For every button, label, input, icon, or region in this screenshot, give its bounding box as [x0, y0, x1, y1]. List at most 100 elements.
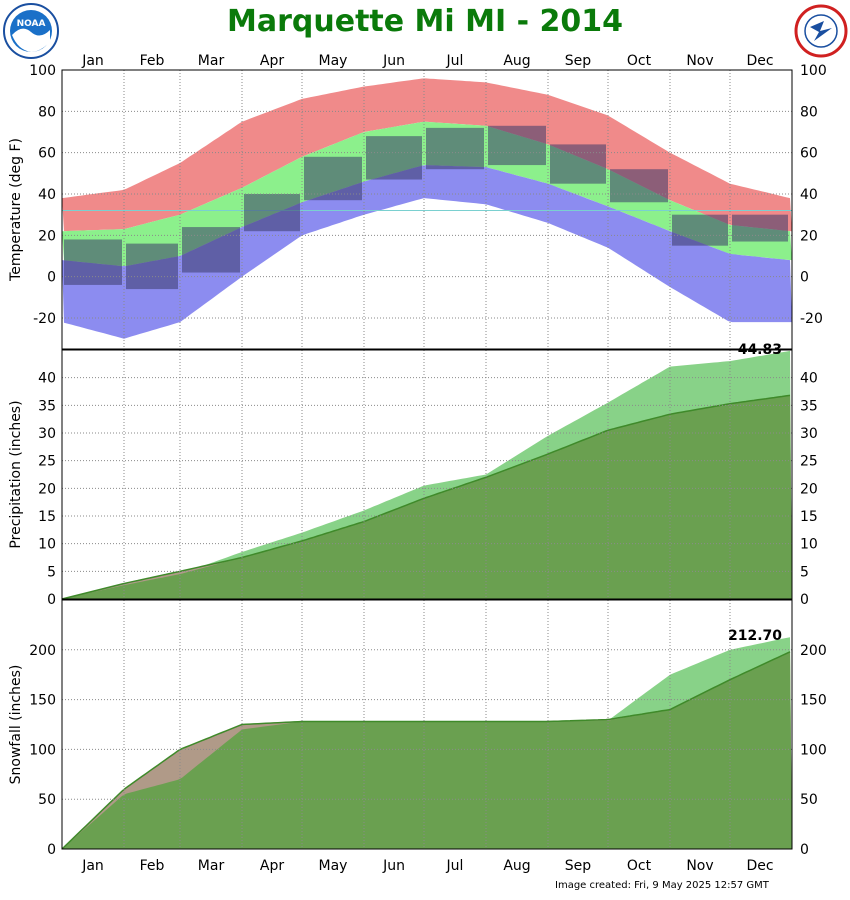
observed-range-bar — [126, 243, 178, 290]
month-label-bottom: Feb — [140, 858, 165, 874]
y-tick-label-left: 35 — [38, 398, 56, 414]
record-high-band — [62, 78, 792, 232]
y-tick-label-right: 50 — [800, 792, 818, 808]
y-tick-label-left: 60 — [38, 146, 56, 162]
observed-range-bar — [732, 214, 788, 242]
total-annotation: 212.70 — [728, 628, 782, 644]
month-label-top: Jul — [446, 53, 464, 69]
y-tick-label-right: 60 — [800, 146, 818, 162]
y-axis-label: Temperature (deg F) — [8, 138, 24, 282]
y-tick-label-right: 80 — [800, 104, 818, 120]
y-tick-label-left: 80 — [38, 104, 56, 120]
y-tick-label-right: 20 — [800, 228, 818, 244]
observed-range-bar — [304, 156, 362, 201]
y-tick-label-left: 40 — [38, 371, 56, 387]
snowfall-panel: 0 0 50 50 100 100 150 150 200 200 Snowfall (inches… — [8, 599, 827, 858]
month-label-bottom: Dec — [746, 858, 773, 874]
noaa-logo-text: NOAA — [17, 19, 46, 29]
month-label-bottom: Mar — [198, 858, 225, 874]
observed-range-bar — [64, 239, 122, 285]
y-tick-label-right: 200 — [800, 643, 827, 659]
month-label-bottom: Oct — [627, 858, 652, 874]
y-tick-label-right: 25 — [800, 454, 818, 470]
y-tick-label-right: 40 — [800, 371, 818, 387]
month-label-top: Jan — [81, 53, 104, 69]
y-tick-label-right: -20 — [800, 311, 823, 327]
y-tick-label-right: 0 — [800, 592, 809, 608]
national-weather-service-logo-icon — [794, 2, 848, 64]
y-tick-label-left: 0 — [47, 592, 56, 608]
y-tick-label-right: 30 — [800, 426, 818, 442]
total-annotation: 44.83 — [738, 342, 782, 358]
y-tick-label-right: 15 — [800, 509, 818, 525]
month-label-bottom: Apr — [260, 858, 284, 874]
y-tick-label-right: 0 — [800, 842, 809, 858]
month-label-bottom: Jun — [382, 858, 405, 874]
y-tick-label-left: 100 — [29, 63, 56, 79]
y-tick-label-right: 0 — [800, 270, 809, 286]
month-label-bottom: Nov — [686, 858, 713, 874]
overlap-cumulative-area — [62, 651, 792, 849]
y-tick-label-right: 20 — [800, 481, 818, 497]
y-tick-label-right: 100 — [800, 742, 827, 758]
panel-frame — [61, 69, 793, 350]
observed-range-bar — [488, 125, 546, 166]
y-tick-label-right: 40 — [800, 187, 818, 203]
y-tick-label-left: 25 — [38, 454, 56, 470]
y-tick-label-left: 100 — [29, 742, 56, 758]
y-axis-label: Snowfall (inches) — [8, 665, 24, 785]
observed-range-bar — [672, 214, 728, 246]
y-tick-label-left: 15 — [38, 509, 56, 525]
month-label-top: Apr — [260, 53, 284, 69]
y-tick-label-left: -20 — [33, 311, 56, 327]
noaa-logo-icon: NOAA — [2, 2, 60, 64]
observed-range-bar — [426, 127, 484, 170]
y-tick-label-right: 5 — [800, 564, 809, 580]
y-tick-label-left: 0 — [47, 842, 56, 858]
month-label-top: Nov — [686, 53, 713, 69]
month-label-top: Mar — [198, 53, 225, 69]
month-label-bottom: Jul — [446, 858, 464, 874]
y-axis-label: Precipitation (inches) — [8, 400, 24, 548]
y-tick-label-left: 20 — [38, 481, 56, 497]
y-tick-label-left: 5 — [47, 564, 56, 580]
page-title: Marquette Mi MI - 2014 — [227, 4, 623, 39]
image-created-timestamp: Image created: Fri, 9 May 2025 12:57 GMT — [555, 880, 769, 891]
y-tick-label-left: 0 — [47, 270, 56, 286]
overlap-cumulative-area — [62, 395, 792, 599]
month-label-bottom: May — [319, 858, 348, 874]
month-label-top: Oct — [627, 53, 652, 69]
y-tick-label-left: 10 — [38, 537, 56, 553]
precipitation-panel: 0 0 5 5 10 10 15 15 20 20 25 25 30 30 35 35 40 40 Precipit… — [8, 342, 818, 608]
month-label-top: Dec — [746, 53, 773, 69]
observed-range-bar — [182, 227, 240, 273]
y-tick-label-left: 50 — [38, 792, 56, 808]
month-label-top: Jun — [382, 53, 405, 69]
y-tick-label-left: 30 — [38, 426, 56, 442]
month-label-top: May — [319, 53, 348, 69]
panel-frame — [61, 599, 793, 850]
observed-range-bar — [366, 136, 422, 180]
y-tick-label-left: 150 — [29, 693, 56, 709]
month-label-bottom: Sep — [565, 858, 592, 874]
y-tick-label-left: 40 — [38, 187, 56, 203]
y-tick-label-right: 10 — [800, 537, 818, 553]
y-tick-label-right: 100 — [800, 63, 827, 79]
observed-range-bar — [244, 194, 300, 232]
month-label-top: Aug — [503, 53, 530, 69]
month-label-top: Feb — [140, 53, 165, 69]
month-label-top: Sep — [565, 53, 592, 69]
y-tick-label-right: 150 — [800, 693, 827, 709]
y-tick-label-left: 200 — [29, 643, 56, 659]
normal-cumulative-line — [61, 394, 791, 600]
month-label-bottom: Jan — [81, 858, 104, 874]
normal-cumulative-line — [61, 651, 791, 850]
month-label-bottom: Aug — [503, 858, 530, 874]
panel-frame — [61, 349, 793, 600]
y-tick-label-left: 20 — [38, 228, 56, 244]
observed-range-bar — [610, 169, 668, 203]
y-tick-label-right: 35 — [800, 398, 818, 414]
record-low-band — [62, 165, 792, 339]
